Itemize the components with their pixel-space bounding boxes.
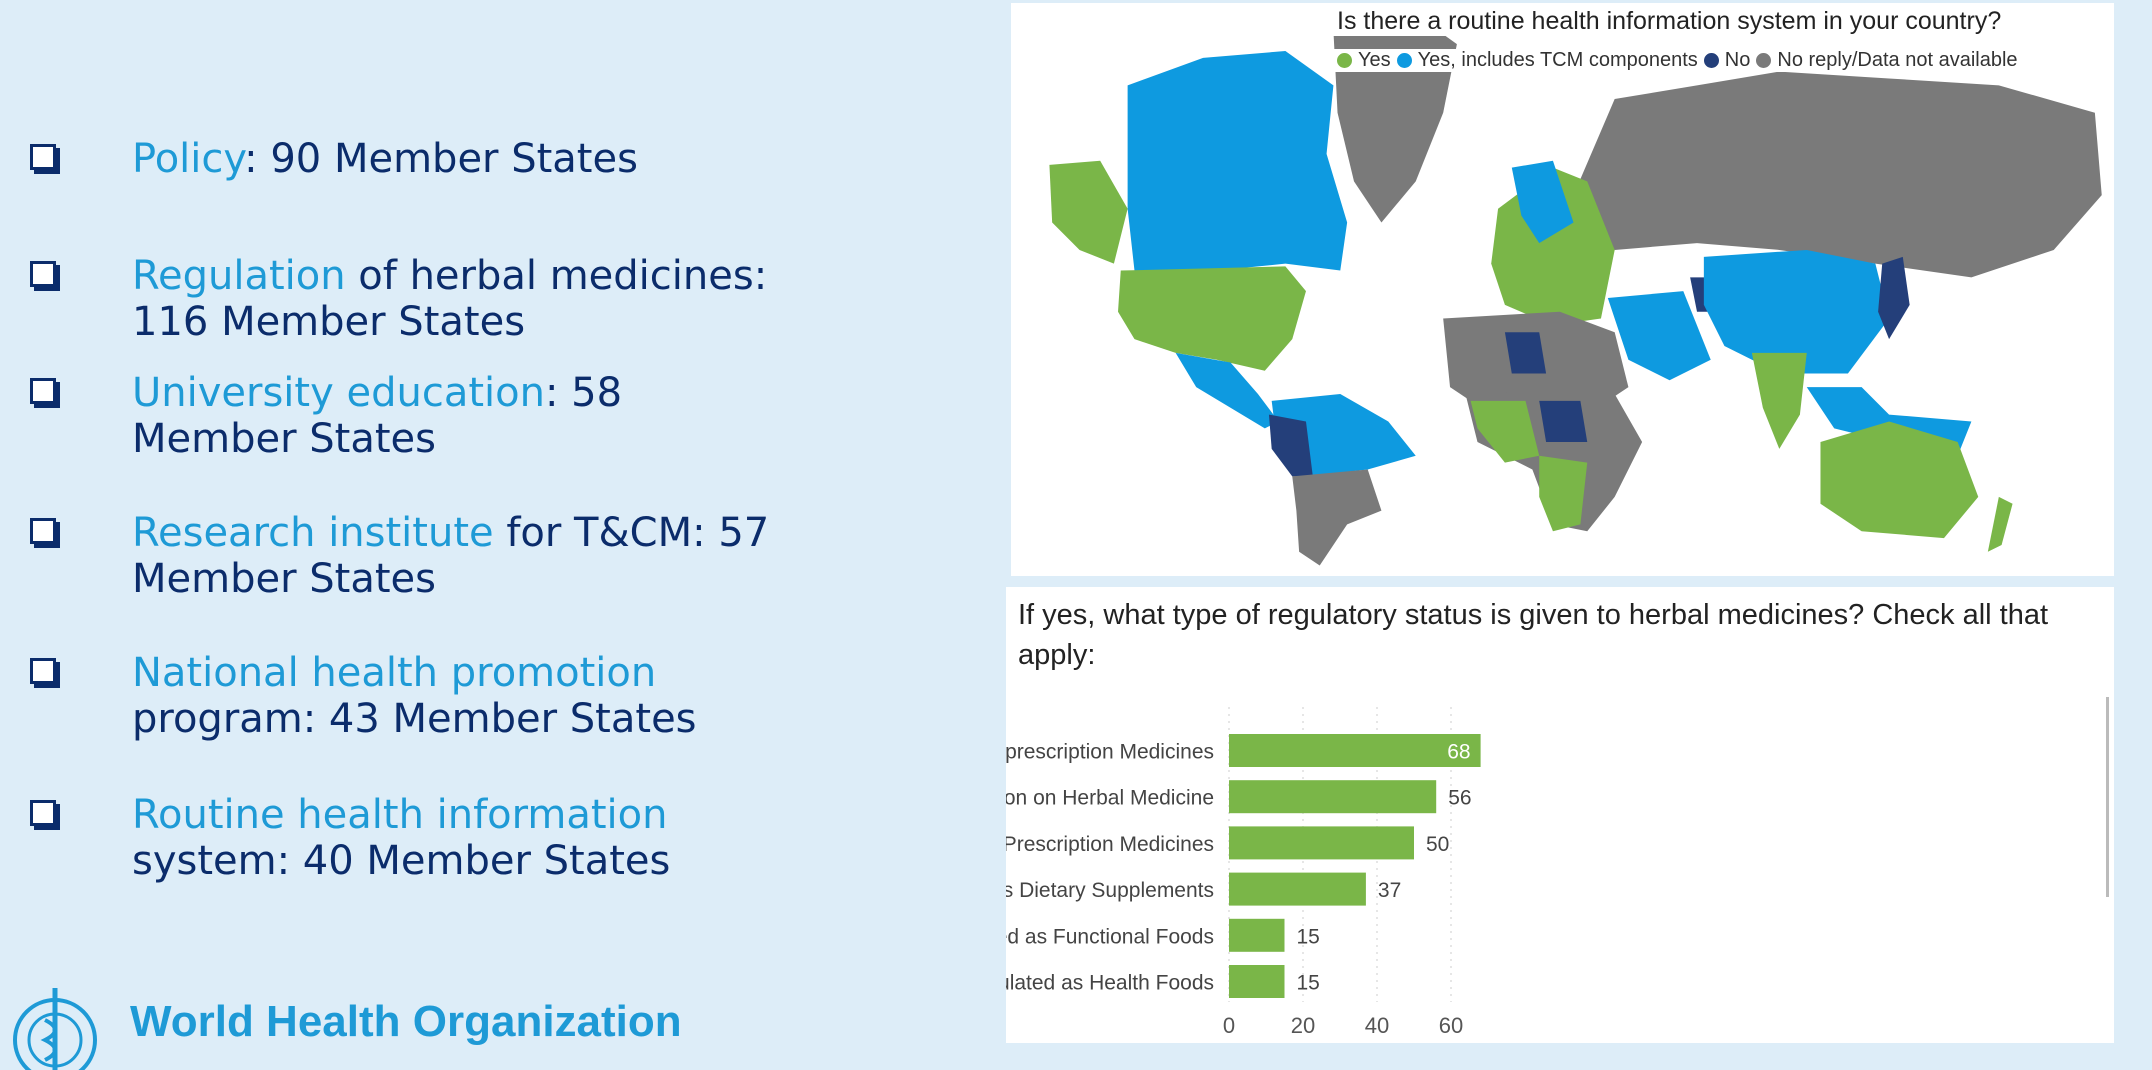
bar[interactable] (1229, 965, 1285, 998)
legend-dot-icon (1703, 53, 1719, 68)
who-logo-text: World Health Organization (130, 997, 682, 1046)
map-title: Is there a routine health information sy… (1331, 7, 2008, 36)
x-tick-label: 0 (1223, 1013, 1235, 1038)
bullet-highlight: University education (132, 370, 545, 416)
mexico-central-america (1175, 352, 1279, 429)
bullet-regulation: Regulation of herbal medicines: 116 Memb… (30, 253, 812, 345)
world-map-panel: Is there a routine health information sy… (1011, 3, 2114, 576)
legend-label[interactable]: No (1724, 49, 1751, 71)
x-tick-label: 40 (1365, 1013, 1389, 1038)
japan (1878, 256, 1910, 340)
bar[interactable] (1229, 872, 1366, 906)
category-label: Stand-alone regulation on Herbal Medicin… (1006, 787, 1214, 810)
bullet-policy: Policy: 90 Member States (30, 136, 852, 182)
chart-title: If yes, what type of regulatory status i… (1018, 599, 2049, 671)
checkbox-icon (30, 658, 56, 684)
bullet-highlight: Research institute (132, 510, 494, 556)
checkbox-icon (30, 378, 56, 404)
bullet-promotion: National health promotion program: 43 Me… (30, 650, 772, 742)
southern-africa (1539, 455, 1588, 532)
legend-label[interactable]: Yes, includes TCM components (1417, 49, 1698, 71)
bullet-text: system: 40 Member States (132, 838, 671, 884)
bullet-highlight: Regulation (132, 253, 346, 299)
x-tick-label: 20 (1291, 1013, 1315, 1038)
scandinavia (1511, 160, 1574, 244)
category-label: Regulated as Dietary Supplements (1006, 879, 1214, 902)
category-label: Regulated as Prescription Medicines (1006, 833, 1214, 856)
legend-dot-icon (1756, 53, 1772, 68)
data-label: 15 (1297, 972, 1320, 995)
category-label: Regulated as Functional Foods (1006, 925, 1214, 948)
bullet-highlight: Policy (132, 136, 245, 182)
usa (1118, 266, 1306, 371)
category-label: Regulated as Non-prescription Medicines (1006, 741, 1214, 764)
bullet-highlight: Routine health information (132, 792, 668, 838)
alaska (1049, 160, 1128, 264)
world-map (1049, 19, 2102, 566)
bullet-text: for T&CM: 57 Member States (132, 510, 770, 602)
data-label: 68 (1447, 741, 1470, 764)
legend-label[interactable]: No reply/Data not available (1777, 49, 2018, 71)
x-tick-label: 60 (1439, 1013, 1463, 1038)
legend-dot-icon (1396, 53, 1412, 68)
bar[interactable] (1229, 734, 1481, 767)
map-legend: Yes Yes, includes TCM components No No r… (1333, 49, 2022, 72)
new-zealand (1987, 496, 2013, 552)
libya (1504, 332, 1547, 374)
peru (1268, 414, 1313, 477)
data-label: 56 (1448, 787, 1471, 810)
drc (1539, 400, 1588, 443)
bullet-research: Research institute for T&CM: 57 Member S… (30, 510, 812, 602)
bar[interactable] (1229, 918, 1285, 952)
bullet-highlight: National health promotion (132, 650, 657, 696)
russia (1573, 71, 2102, 278)
legend-label[interactable]: Yes (1358, 49, 1391, 71)
australia (1820, 421, 1979, 539)
bullet-rhis: Routine health information system: 40 Me… (30, 792, 732, 884)
middle-east (1607, 291, 1711, 381)
bullet-text: of herbal medicines: 116 Member States (132, 253, 768, 345)
bullet-text: : 90 Member States (244, 136, 638, 182)
canada (1127, 51, 1348, 271)
bar[interactable] (1229, 780, 1437, 814)
bullet-university: University education: 58 Member States (30, 370, 692, 462)
checkbox-icon (30, 261, 56, 287)
bar[interactable] (1229, 826, 1414, 860)
africa-green (1470, 400, 1540, 463)
regulatory-status-chart: If yes, what type of regulatory status i… (1006, 587, 2114, 1043)
checkbox-icon (30, 518, 56, 544)
bullet-text: program: 43 Member States (132, 696, 697, 742)
checkbox-icon (30, 800, 56, 826)
china (1703, 249, 1890, 374)
bullet-text: : 58 Member States (132, 370, 623, 462)
who-emblem-icon (13, 988, 97, 1070)
south-america-south (1292, 469, 1382, 566)
scrollbar[interactable] (2106, 697, 2109, 897)
legend-dot-icon (1337, 53, 1352, 68)
checkbox-icon (30, 144, 56, 170)
india (1751, 352, 1807, 449)
data-label: 37 (1378, 879, 1401, 902)
category-label: Regulated as Health Foods (1006, 972, 1214, 995)
data-label: 15 (1297, 925, 1320, 948)
data-label: 50 (1426, 833, 1449, 856)
bar-chart: 0 20 40 60 Regulated as Non-prescription Med… (1006, 697, 2109, 1038)
who-logo: World Health Organization (0, 980, 682, 1070)
